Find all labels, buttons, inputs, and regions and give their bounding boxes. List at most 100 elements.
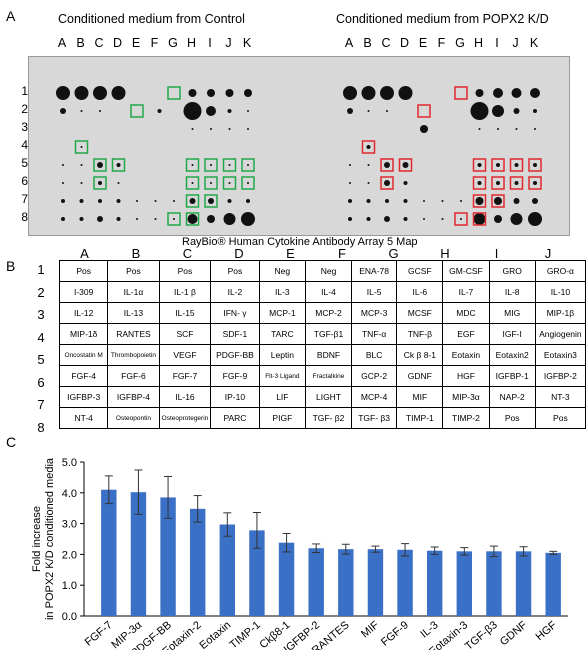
blot-spot — [98, 181, 102, 185]
blot-spot — [384, 216, 390, 222]
array-column-C: C — [94, 36, 104, 50]
map-cell: BDNF — [305, 344, 352, 366]
highlight-box — [93, 158, 107, 172]
highlight-box — [204, 176, 218, 190]
map-cell: MIP-1δ — [58, 323, 109, 345]
map-cell: IGF-I — [488, 323, 536, 345]
blot-spot — [79, 199, 84, 203]
map-column-B: B — [131, 246, 141, 261]
y-tick-label: 4.0 — [62, 488, 77, 500]
map-cell: IL-6 — [396, 281, 444, 303]
map-cell: Osteoprotegerin — [158, 407, 212, 429]
blot-spot — [191, 182, 194, 184]
blot-spot — [528, 212, 542, 226]
x-tick-label: GDNF — [498, 619, 530, 648]
map-cell: Pos — [534, 407, 586, 429]
blot-spot — [183, 102, 202, 120]
blot-spot — [189, 198, 196, 204]
map-cell: TGF-β1 — [305, 323, 352, 345]
array-row-7: 7 — [21, 192, 28, 206]
map-row-8: 8 — [37, 419, 45, 435]
blot-spot — [210, 164, 212, 166]
map-column-A: A — [80, 246, 89, 261]
blot-spot — [384, 180, 390, 186]
array-row-3: 3 — [21, 120, 28, 134]
map-cell: FGF-9 — [210, 365, 260, 387]
blot-spot — [478, 128, 481, 130]
blot-spot — [210, 182, 212, 184]
map-cell: Thrombopoietin — [107, 344, 160, 366]
map-cell: LIF — [258, 386, 307, 408]
map-cell: IL-16 — [158, 386, 212, 408]
map-row-2: 2 — [37, 284, 45, 300]
blot-spot — [380, 86, 394, 100]
bar — [397, 549, 413, 616]
array-column-G: G — [168, 36, 178, 50]
blot-spot — [97, 162, 103, 168]
blot-spot — [497, 128, 499, 130]
map-cell: MDC — [442, 302, 490, 324]
map-row-3: 3 — [37, 307, 45, 322]
map-cell: NAP-2 — [488, 386, 536, 408]
blot-spot — [441, 218, 444, 220]
highlight-box — [74, 140, 89, 154]
array-row-1: 1 — [21, 84, 28, 98]
blot-spot — [343, 86, 357, 100]
map-cell: IGFBP-1 — [488, 365, 536, 387]
blot-spot — [154, 200, 157, 202]
map-cell: IFN- γ — [210, 302, 260, 324]
array-column-H: H — [473, 36, 484, 50]
map-cell: RANTES — [107, 323, 160, 345]
map-column-J: J — [544, 246, 552, 261]
array-column-I: I — [495, 36, 499, 50]
y-axis-label-line2: in POPX2 K/D conditioned media — [44, 458, 56, 620]
x-tick-label: HGF — [534, 619, 560, 643]
blot-spot — [460, 200, 462, 202]
y-tick-label: 5.0 — [62, 458, 77, 469]
highlight-box — [380, 158, 394, 172]
map-cell: Oncostatin M — [58, 344, 109, 366]
array-column-F: F — [150, 36, 159, 50]
array-column-G: G — [455, 36, 465, 50]
highlight-box — [93, 176, 107, 190]
highlight-box — [130, 104, 144, 118]
array-column-A: A — [344, 36, 354, 50]
map-cell: TGF- β3 — [350, 407, 398, 429]
map-cell: MCP-1 — [258, 302, 307, 324]
map-cell: Neg — [305, 260, 352, 282]
blot-spot — [207, 215, 215, 223]
blot-spot — [80, 146, 83, 148]
map-cell: IL-8 — [488, 281, 536, 303]
map-cell: Pos — [107, 260, 160, 282]
blot-spot — [62, 164, 64, 166]
highlight-box — [111, 158, 126, 172]
map-cell: IGFBP-4 — [107, 386, 160, 408]
highlight-box — [185, 212, 200, 226]
blot-spot — [470, 102, 489, 120]
blot-spot — [402, 162, 409, 168]
map-cell: LIGHT — [305, 386, 352, 408]
map-cell: MCP-2 — [305, 302, 352, 324]
blot-spot — [99, 110, 101, 112]
map-cell: SDF-1 — [210, 323, 260, 345]
map-cell: MIP-1β — [534, 302, 586, 324]
highlight-box — [241, 158, 255, 172]
blot-spot — [533, 163, 537, 167]
blot-spot — [241, 212, 255, 226]
blot-spot — [423, 200, 425, 202]
blot-spot — [403, 217, 408, 221]
blot-spot — [247, 164, 249, 166]
blot-spot — [349, 182, 351, 184]
highlight-box — [509, 158, 524, 172]
x-tick-label: TIMP-1 — [228, 619, 263, 650]
array-column-K: K — [529, 36, 539, 50]
array-column-I: I — [208, 36, 212, 50]
highlight-box — [185, 194, 200, 208]
highlight-box — [398, 158, 413, 172]
map-cell: IL-13 — [107, 302, 160, 324]
blot-spot — [227, 199, 232, 203]
blot-spot — [398, 86, 413, 100]
array-row-4: 4 — [21, 138, 28, 152]
map-cell: Flt-3 Ligand — [258, 365, 307, 387]
x-tick-label: TGF-β3 — [463, 619, 500, 650]
